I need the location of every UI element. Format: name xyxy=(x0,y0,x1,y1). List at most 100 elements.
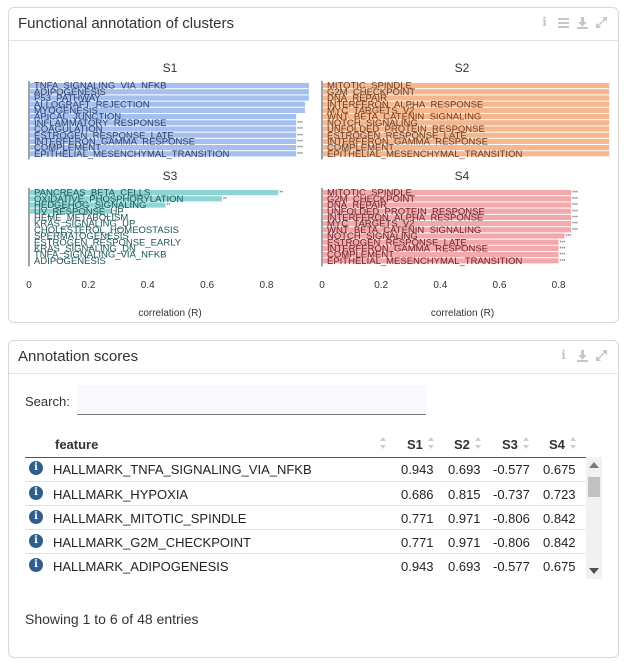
chart-bar xyxy=(323,214,572,220)
sort-arrows-icon[interactable] xyxy=(474,436,482,450)
s2-cell: 0.971 xyxy=(448,535,481,550)
chart-category-label: ALLOGRAFT_REJECTION xyxy=(34,99,150,110)
feature-cell: HALLMARK_HYPOXIA xyxy=(53,487,189,502)
chart-category-label: INTERFERON_ALPHA_RESPONSE xyxy=(327,213,483,224)
chart-significance-label: *** xyxy=(560,259,566,265)
chart-significance-label: *** xyxy=(572,216,578,222)
chart-category-label: EPITHELIAL_MESENCHYMAL_TRANSITION xyxy=(327,256,522,267)
chart-tick-label: 0.4 xyxy=(433,280,447,291)
expand-icon[interactable] xyxy=(595,349,608,362)
s1-cell: 0.771 xyxy=(401,535,434,550)
info-icon[interactable]: i xyxy=(561,348,566,362)
chart-category-label: DNA_REPAIR xyxy=(327,200,387,211)
scrollbar-thumb[interactable] xyxy=(588,477,600,497)
expand-icon[interactable] xyxy=(595,16,608,29)
chart-significance-label: *** xyxy=(297,121,303,127)
sort-arrows-icon[interactable] xyxy=(379,436,387,450)
chart-category-label: UV_RESPONSE_UP xyxy=(34,206,124,217)
chart-tick-label: 0.8 xyxy=(552,280,566,291)
column-header-s3[interactable]: S3 xyxy=(502,437,518,452)
chart-bar xyxy=(30,151,297,157)
feature-cell: HALLMARK_TNFA_SIGNALING_VIA_NFKB xyxy=(53,462,312,477)
chart-category-label: COAGULATION xyxy=(34,124,103,135)
chart-significance-label: *** xyxy=(560,253,566,259)
chart-bar xyxy=(323,114,610,120)
chart-category-label: G2M_CHECKPOINT xyxy=(327,194,415,205)
table-row[interactable]: i HALLMARK_ADIPOGENESIS 0.943 0.693 -0.5… xyxy=(25,553,587,577)
sort-arrows-icon[interactable] xyxy=(569,436,577,450)
chart-category-label: TNFA_SIGNALING_VIA_NFKB xyxy=(34,250,167,261)
table-row[interactable]: i HALLMARK_TNFA_SIGNALING_VIA_NFKB 0.943… xyxy=(25,457,587,481)
scroll-down-icon[interactable] xyxy=(589,568,599,574)
column-header-s4[interactable]: S4 xyxy=(549,437,565,452)
chart-significance-label: ** xyxy=(223,197,227,203)
s4-cell: 0.842 xyxy=(543,535,576,550)
chart-bar xyxy=(30,101,306,107)
info-icon[interactable]: i xyxy=(29,486,43,500)
chart-category-label: UNFOLDED_PROTEIN_RESPONSE xyxy=(327,206,485,217)
chart-bar xyxy=(323,196,572,202)
menu-icon[interactable] xyxy=(557,16,570,29)
s2-cell: 0.971 xyxy=(448,511,481,526)
chart-title-s4: S4 xyxy=(455,169,470,183)
s3-cell: -0.737 xyxy=(493,487,530,502)
chart-category-label: INFLAMMATORY_RESPONSE xyxy=(34,118,167,129)
download-icon[interactable] xyxy=(576,16,589,29)
chart-tick-label: 0 xyxy=(26,280,32,291)
sort-arrows-icon[interactable] xyxy=(522,436,530,450)
s4-cell: 0.675 xyxy=(543,462,576,477)
chart-category-label: INTERFERON_ALPHA_RESPONSE xyxy=(327,99,483,110)
chart-significance-label: *** xyxy=(572,222,578,228)
table-row[interactable]: i HALLMARK_MITOTIC_SPINDLE 0.771 0.971 -… xyxy=(25,505,587,530)
chart-category-label: KRAS_SIGNALING_DN xyxy=(34,244,136,255)
s1-cell: 0.943 xyxy=(401,462,434,477)
chart-bar xyxy=(30,114,297,120)
chart-category-label: CHOLESTEROL_HOMEOSTASIS xyxy=(34,225,179,236)
chart-significance-label: ** xyxy=(113,209,117,215)
chart-category-label: WNT_BETA_CATENIN_SIGNALING xyxy=(327,112,481,123)
s1-cell: 0.943 xyxy=(401,559,434,574)
chart-bar xyxy=(323,252,559,258)
scores-panel-title: Annotation scores xyxy=(18,348,139,365)
chart-tick-label: 0.6 xyxy=(200,280,214,291)
chart-category-label: INTERFERON_GAMMA_RESPONSE xyxy=(327,137,488,148)
info-icon[interactable]: i xyxy=(29,534,43,548)
s2-cell: 0.815 xyxy=(448,487,481,502)
chart-category-label: HEDGEHOG_SIGNALING xyxy=(34,200,146,211)
chart-bar xyxy=(30,95,309,101)
info-icon[interactable]: i xyxy=(542,15,547,29)
table-row[interactable]: i HALLMARK_HYPOXIA 0.686 0.815 -0.737 0.… xyxy=(25,481,587,506)
chart-category-label: ESTROGEN_RESPONSE_LATE xyxy=(327,130,467,141)
search-input[interactable] xyxy=(77,385,426,415)
chart-category-label: MITOTIC_SPINDLE xyxy=(327,188,412,199)
s3-cell: -0.577 xyxy=(493,559,530,574)
chart-tick-label: 0 xyxy=(319,280,325,291)
scroll-up-icon[interactable] xyxy=(589,462,599,468)
chart-category-label: ESTROGEN_RESPONSE_LATE xyxy=(34,130,174,141)
chart-bar xyxy=(323,83,610,89)
s2-cell: 0.693 xyxy=(448,462,481,477)
chart-bar xyxy=(323,107,610,113)
s3-cell: -0.806 xyxy=(493,511,530,526)
table-scrollbar[interactable] xyxy=(586,457,602,579)
chart-bar xyxy=(323,239,559,245)
chart-bar xyxy=(323,227,572,233)
download-icon[interactable] xyxy=(576,349,589,362)
info-icon[interactable]: i xyxy=(29,558,43,572)
feature-cell: HALLMARK_MITOTIC_SPINDLE xyxy=(53,511,247,526)
column-header-s1[interactable]: S1 xyxy=(407,437,423,452)
chart-bar xyxy=(30,89,309,95)
feature-cell: HALLMARK_G2M_CHECKPOINT xyxy=(53,535,251,550)
table-row[interactable]: i HALLMARK_G2M_CHECKPOINT 0.771 0.971 -0… xyxy=(25,529,587,554)
chart-category-label: P53_PATHWAY xyxy=(34,93,101,104)
chart-bar xyxy=(323,221,572,227)
info-icon[interactable]: i xyxy=(29,510,43,524)
column-header-feature[interactable]: feature xyxy=(55,437,99,452)
column-header-s2[interactable]: S2 xyxy=(454,437,470,452)
sort-arrows-icon[interactable] xyxy=(427,436,435,450)
chart-bar xyxy=(323,233,565,239)
info-icon[interactable]: i xyxy=(29,461,43,475)
chart-category-label: INTERFERON_GAMMA_RESPONSE xyxy=(34,137,195,148)
s4-cell: 0.842 xyxy=(543,511,576,526)
chart-significance-label: *** xyxy=(297,127,303,133)
